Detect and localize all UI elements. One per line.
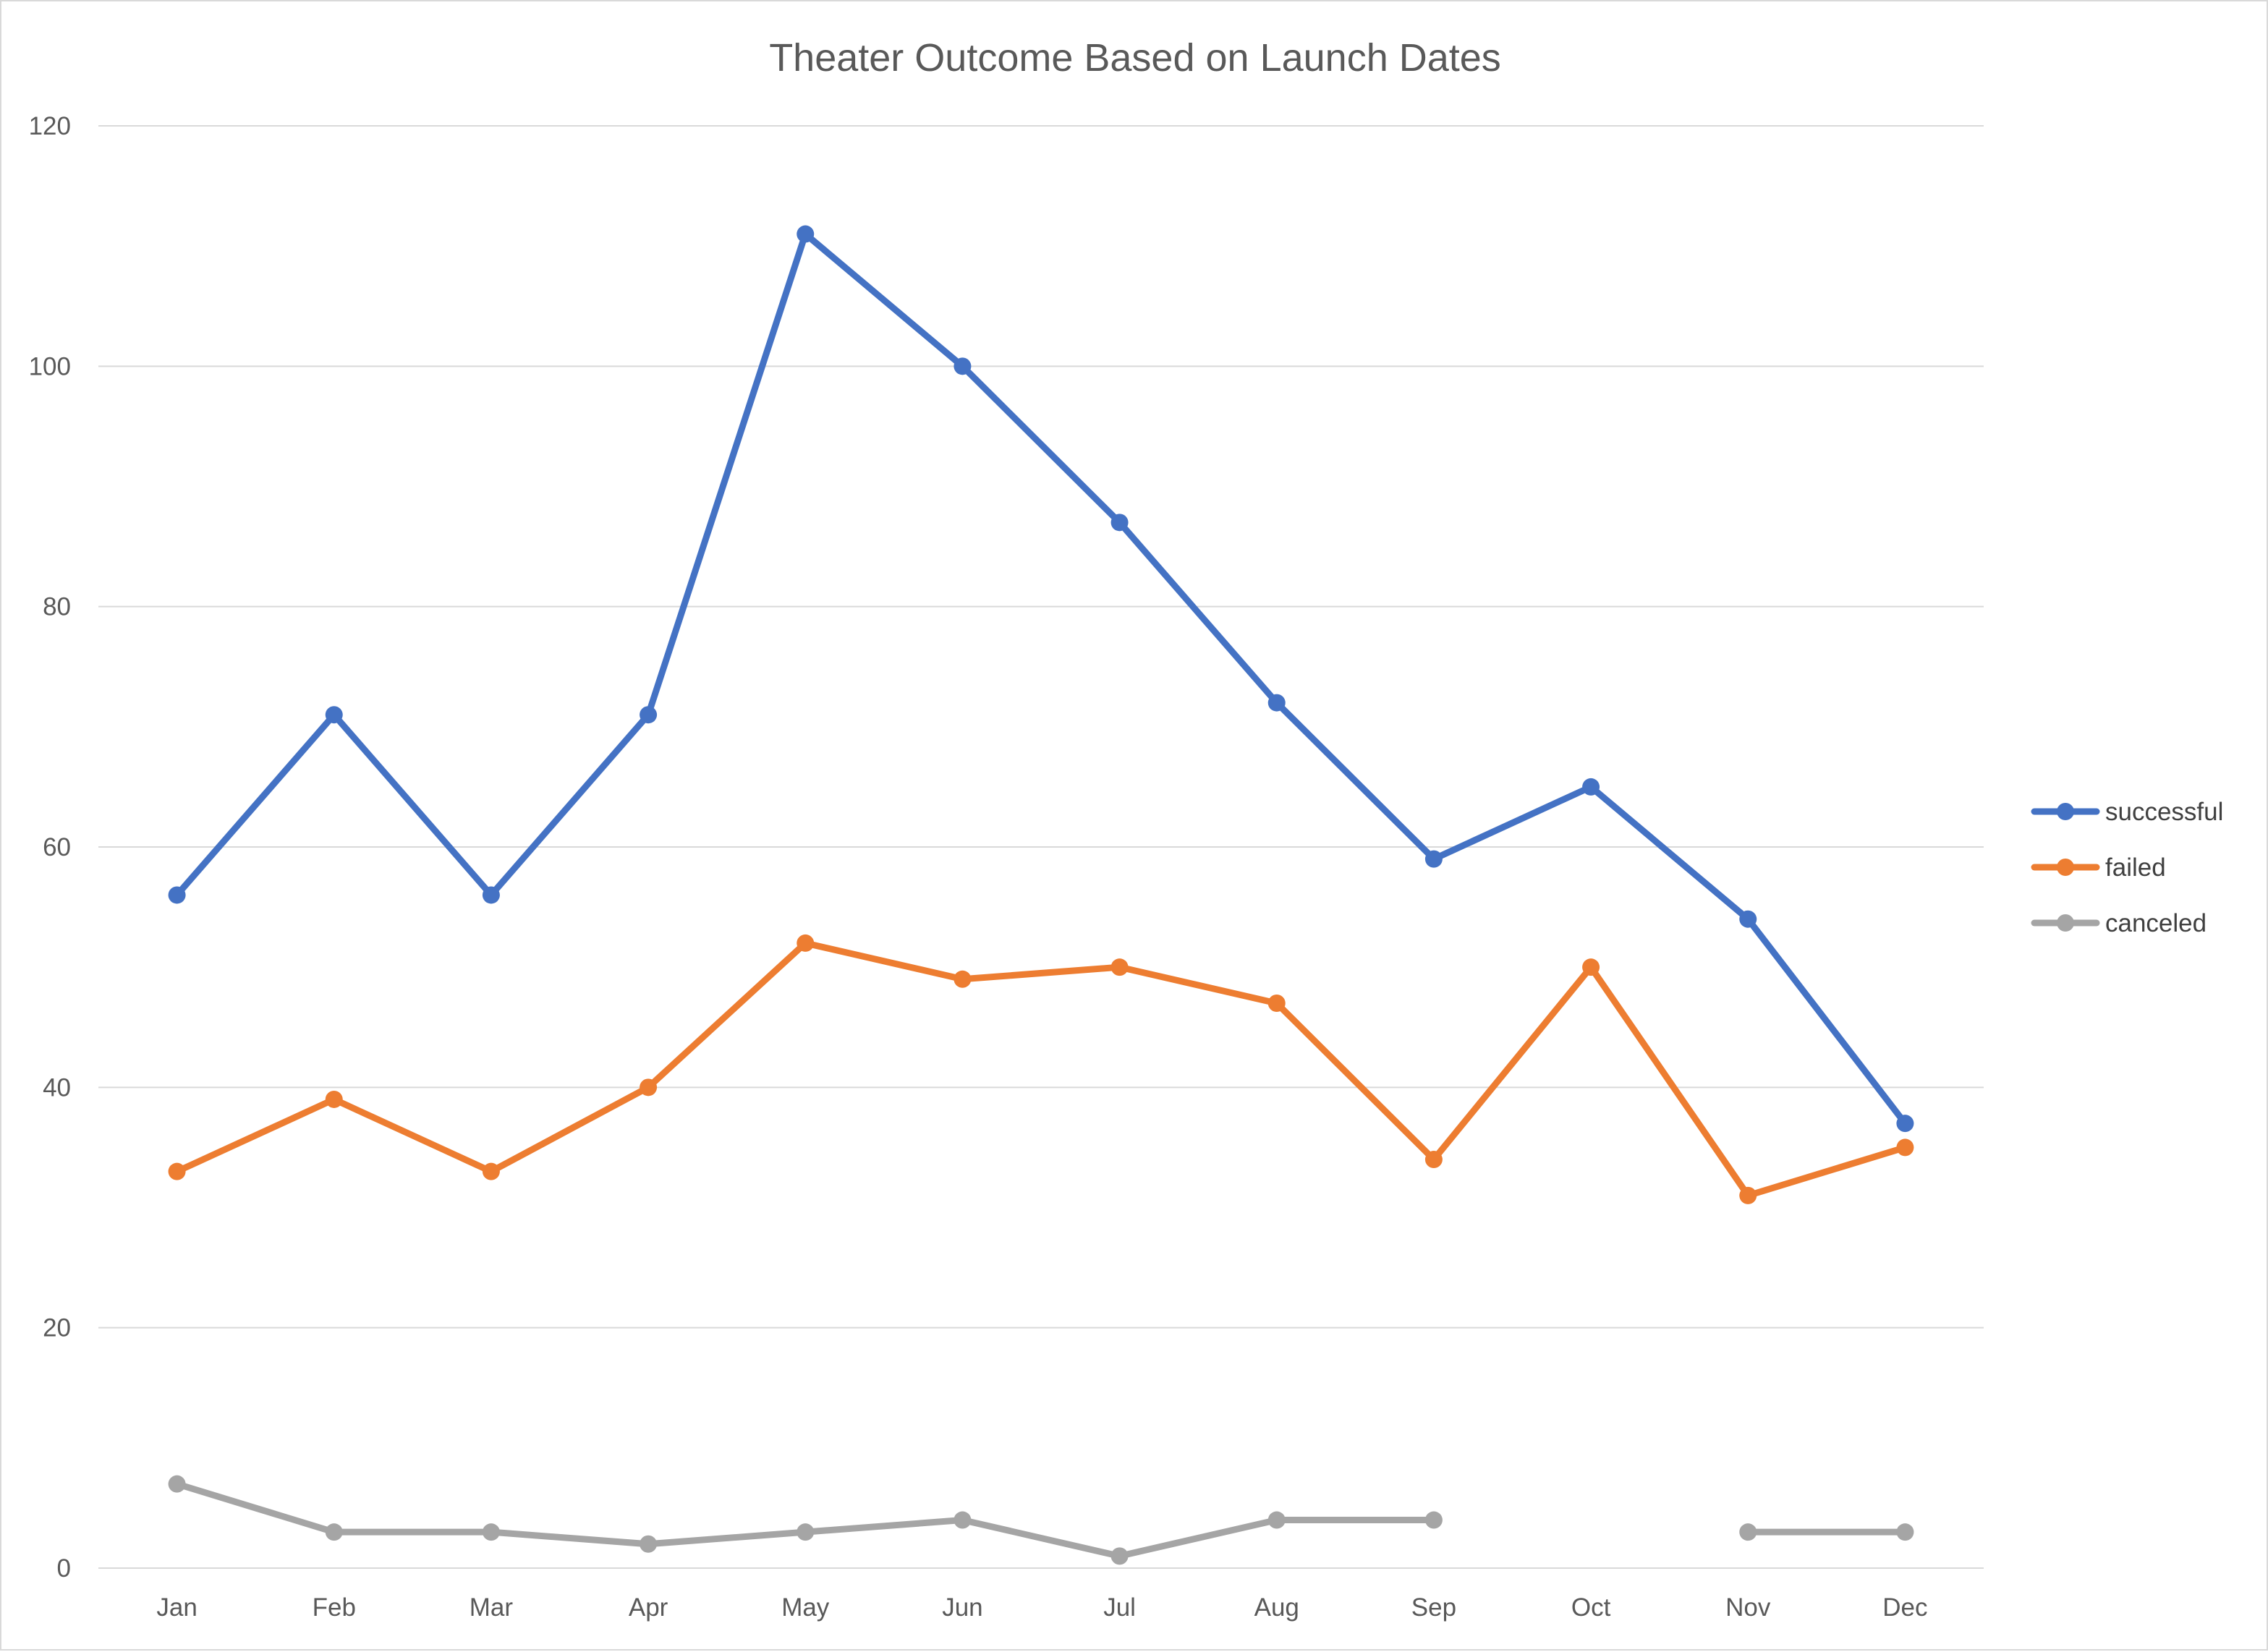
data-point-successful <box>640 706 658 724</box>
chart-title: Theater Outcome Based on Launch Dates <box>769 36 1501 80</box>
series-successful <box>168 225 1914 1133</box>
data-point-successful <box>1424 850 1443 868</box>
x-tick-label: May <box>781 1593 830 1622</box>
legend-item-canceled: canceled <box>2031 909 2207 937</box>
x-tick-label: Jan <box>156 1593 197 1622</box>
data-point-canceled <box>1739 1523 1757 1541</box>
series-failed <box>168 934 1914 1204</box>
x-tick-label: Sep <box>1411 1593 1456 1622</box>
data-point-failed <box>325 1090 343 1108</box>
data-point-successful <box>168 886 186 904</box>
legend-marker-successful <box>2057 803 2074 820</box>
legend: successful failed canceled <box>2031 798 2223 937</box>
data-point-successful <box>482 886 500 904</box>
data-point-successful <box>1267 694 1286 712</box>
series-lines <box>168 225 1914 1565</box>
y-tick-label: 120 <box>29 112 71 140</box>
x-axis-tick-labels: Jan Feb Mar Apr May Jun Jul Aug Sep Oct Nov Dec <box>156 1593 1927 1622</box>
legend-label-canceled: canceled <box>2105 909 2207 937</box>
data-point-canceled <box>1110 1547 1129 1565</box>
data-point-failed <box>797 934 815 952</box>
legend-label-failed: failed <box>2105 853 2166 882</box>
data-point-successful <box>325 706 343 724</box>
data-point-canceled <box>482 1523 500 1541</box>
x-tick-label: Dec <box>1882 1593 1927 1622</box>
data-point-canceled <box>1896 1523 1914 1541</box>
data-point-failed <box>1582 958 1600 976</box>
y-tick-label: 40 <box>43 1073 71 1102</box>
x-tick-label: Jul <box>1103 1593 1136 1622</box>
y-tick-label: 100 <box>29 352 71 380</box>
legend-label-successful: successful <box>2105 798 2223 826</box>
series-line-successful <box>174 231 1908 1127</box>
data-point-failed <box>640 1078 658 1097</box>
data-point-failed <box>1110 958 1129 976</box>
data-point-successful <box>1110 514 1129 532</box>
legend-marker-failed <box>2057 859 2074 876</box>
data-point-canceled <box>640 1535 658 1553</box>
y-tick-label: 60 <box>43 833 71 861</box>
data-point-successful <box>954 357 972 375</box>
data-point-canceled <box>797 1523 815 1541</box>
data-point-successful <box>1739 910 1757 928</box>
y-axis-tick-labels: 0 20 40 60 80 100 120 <box>29 112 71 1583</box>
data-point-failed <box>1424 1151 1443 1169</box>
legend-item-failed: failed <box>2031 853 2166 882</box>
legend-marker-canceled <box>2057 914 2074 932</box>
data-point-canceled <box>325 1523 343 1541</box>
data-point-failed <box>1739 1186 1757 1204</box>
y-tick-label: 20 <box>43 1314 71 1342</box>
x-tick-label: Feb <box>313 1593 356 1622</box>
data-point-failed <box>482 1162 500 1180</box>
data-point-failed <box>1267 995 1286 1013</box>
data-point-canceled <box>168 1475 186 1493</box>
x-tick-label: Apr <box>629 1593 668 1622</box>
data-point-canceled <box>1424 1511 1443 1529</box>
data-point-failed <box>168 1162 186 1180</box>
data-point-canceled <box>954 1511 972 1529</box>
data-point-failed <box>1896 1138 1914 1157</box>
x-tick-label: Jun <box>942 1593 982 1622</box>
y-tick-label: 0 <box>57 1554 71 1583</box>
gridlines <box>98 125 1984 1569</box>
series-canceled <box>168 1475 1914 1565</box>
data-point-successful <box>1582 778 1600 796</box>
data-point-failed <box>954 970 972 988</box>
legend-item-successful: successful <box>2031 798 2223 826</box>
x-tick-label: Oct <box>1571 1593 1611 1622</box>
y-tick-label: 80 <box>43 593 71 621</box>
x-tick-label: Nov <box>1725 1593 1771 1622</box>
data-point-canceled <box>1267 1511 1286 1529</box>
x-tick-label: Mar <box>470 1593 514 1622</box>
series-line-canceled <box>174 1481 1437 1559</box>
x-tick-label: Aug <box>1254 1593 1299 1622</box>
series-line-failed <box>174 940 1908 1199</box>
data-point-successful <box>1896 1115 1914 1133</box>
data-point-successful <box>797 225 815 243</box>
